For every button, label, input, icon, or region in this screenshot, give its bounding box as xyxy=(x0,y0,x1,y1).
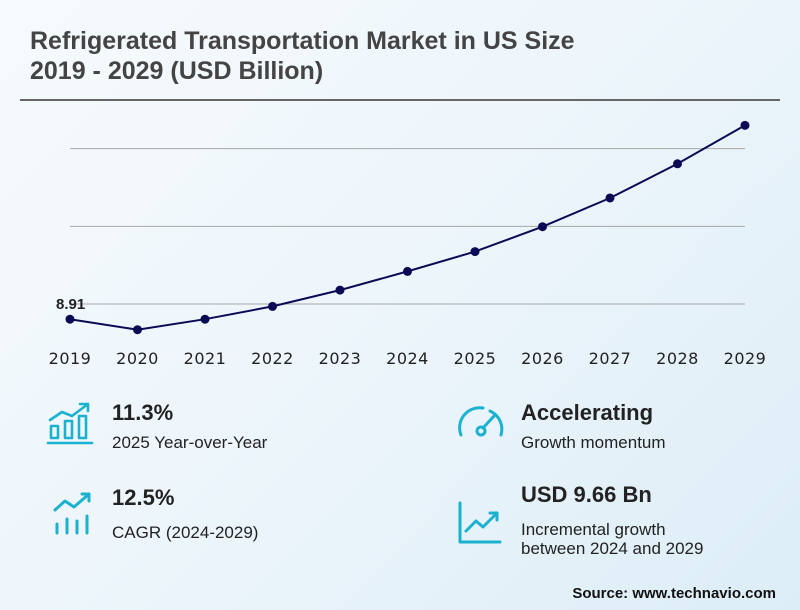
data-point-2029 xyxy=(740,120,750,130)
data-point-2024 xyxy=(403,266,412,276)
x-tick-2021: 2021 xyxy=(184,349,227,368)
source-credit: Source: www.technavio.com xyxy=(572,585,776,602)
title-divider xyxy=(20,99,780,101)
stat-cagr: 12.5% CAGR (2024-2029) xyxy=(112,485,258,542)
x-tick-2027: 2027 xyxy=(589,349,632,368)
data-point-2025 xyxy=(470,247,480,257)
data-point-2020 xyxy=(133,325,142,335)
x-tick-2029: 2029 xyxy=(724,349,767,368)
bar-chart-growth-icon xyxy=(46,402,94,445)
trend-bars-icon xyxy=(53,492,91,535)
data-point-2027 xyxy=(605,193,615,203)
x-tick-2023: 2023 xyxy=(319,349,362,368)
data-point-2023 xyxy=(335,285,345,295)
series-line xyxy=(69,124,746,331)
data-point-2028 xyxy=(673,159,682,169)
stat-momentum-label: Growth momentum xyxy=(521,433,666,452)
chart-gridlines xyxy=(70,148,745,305)
data-label-2019: 8.91 xyxy=(56,296,85,313)
data-point-2026 xyxy=(538,222,547,232)
data-labels: 8.91 xyxy=(56,296,85,313)
x-tick-2025: 2025 xyxy=(454,349,497,368)
stat-cagr-value: 12.5% xyxy=(112,485,175,510)
chart-title-line2: 2019 - 2029 (USD Billion) xyxy=(30,57,324,85)
stat-incremental: USD 9.66 Bn Incremental growth between 2… xyxy=(521,482,703,558)
x-tick-2028: 2028 xyxy=(656,349,699,368)
chart-title: Refrigerated Transportation Market in US… xyxy=(30,26,770,86)
data-point-2021 xyxy=(200,314,210,324)
data-point-2022 xyxy=(268,301,277,311)
stat-incremental-label: Incremental growth between 2024 and 2029 xyxy=(521,520,703,558)
stat-incremental-label-line2: between 2024 and 2029 xyxy=(521,539,704,558)
stat-yoy-value: 11.3% xyxy=(112,400,174,425)
x-axis-ticks: 2019 2020 2021 2022 2023 2024 2025 2026 2027 2028… xyxy=(49,349,767,368)
trend-up-chart-icon xyxy=(458,501,502,544)
chart-title-line1: Refrigerated Transportation Market in US… xyxy=(30,27,575,55)
stat-yoy: 11.3% 2025 Year-over-Year xyxy=(112,400,267,452)
stat-cagr-label: CAGR (2024-2029) xyxy=(112,523,259,542)
stat-momentum: Accelerating Growth momentum xyxy=(521,400,666,452)
gauge-icon xyxy=(458,406,504,437)
stat-momentum-value: Accelerating xyxy=(521,400,654,425)
x-tick-2019: 2019 xyxy=(49,349,92,368)
x-tick-2020: 2020 xyxy=(116,349,159,368)
data-point-2019 xyxy=(65,314,75,324)
stat-incremental-value: USD 9.66 Bn xyxy=(521,482,652,507)
x-tick-2022: 2022 xyxy=(251,349,294,368)
stat-incremental-label-line1: Incremental growth xyxy=(521,520,666,539)
series-points xyxy=(65,120,750,335)
line-chart: 8.91 2019 2020 2021 2022 2023 2024 2025 2026 202… xyxy=(49,120,767,368)
x-tick-2024: 2024 xyxy=(386,349,429,368)
stat-yoy-label: 2025 Year-over-Year xyxy=(112,433,268,452)
x-tick-2026: 2026 xyxy=(521,349,564,368)
